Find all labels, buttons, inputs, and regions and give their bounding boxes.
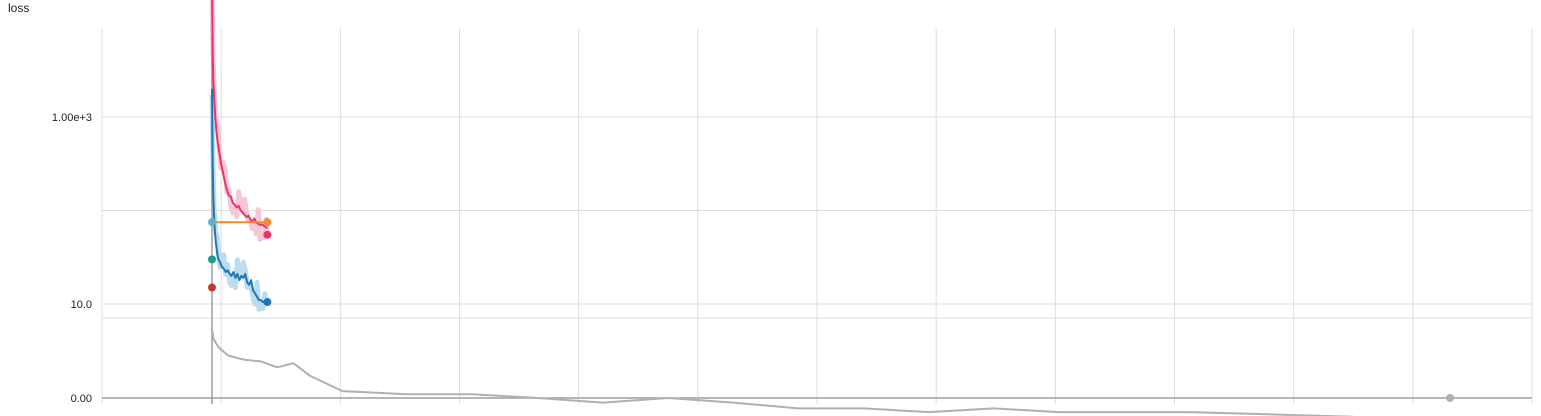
grid-lines: [101, 28, 1533, 404]
pink-point: [263, 230, 272, 239]
gray-series-line: [211, 328, 1355, 416]
chart-title: loss: [8, 1, 30, 15]
gray-point: [1446, 394, 1454, 402]
teal-point: [208, 255, 216, 264]
orange-point: [263, 218, 272, 227]
y-tick-label: 10.0: [71, 299, 92, 311]
y-tick-label: 1.00e+3: [52, 112, 92, 124]
tick-labels: 1.00e+3 10.0 0.00: [52, 112, 92, 405]
pink-series-line: [211, 0, 268, 229]
pink-raw-series-line: [209, 0, 270, 242]
cyan-point: [208, 218, 216, 227]
series-layer: [211, 0, 1355, 416]
y-tick-label: 0.00: [71, 393, 92, 405]
marker-layer: [208, 218, 1454, 402]
red-point: [208, 283, 216, 292]
blue-point: [263, 298, 272, 307]
blue-series-line: [211, 88, 268, 303]
